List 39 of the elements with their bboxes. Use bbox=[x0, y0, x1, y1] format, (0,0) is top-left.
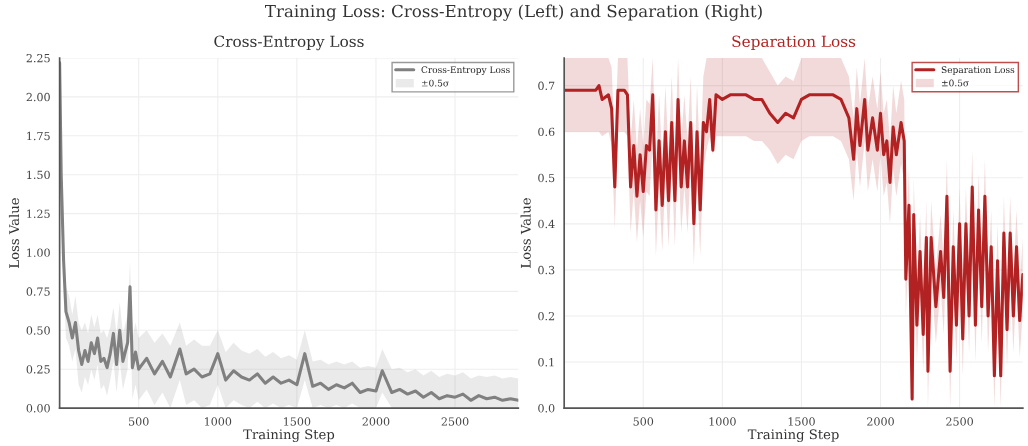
x-axis-title: Training Step bbox=[243, 429, 335, 443]
y-tick-label: 0.00 bbox=[26, 404, 50, 413]
y-tick-label: 2.25 bbox=[26, 53, 50, 63]
y-tick-label: 0.7 bbox=[538, 81, 555, 90]
y-tick-label: 1.75 bbox=[27, 131, 50, 141]
x-tick-label: 1500 bbox=[284, 417, 311, 426]
y-tick-label: 0.3 bbox=[538, 265, 555, 275]
y-tick-label: 0.1 bbox=[538, 358, 554, 367]
x-tick-label: 1500 bbox=[788, 417, 815, 426]
x-tick-label: 1000 bbox=[205, 417, 232, 426]
y-tick-label: 0.4 bbox=[538, 219, 555, 229]
y-tick-label: 0.2 bbox=[538, 311, 555, 321]
y-tick-label: 0.75 bbox=[26, 287, 50, 296]
x-axis-title: Training Step bbox=[747, 429, 839, 443]
y-tick-label: 1.00 bbox=[27, 248, 50, 257]
text: Training Loss: Cross-Entropy (Left) and Separation (Right) bbox=[265, 4, 762, 21]
x-tick-label: 2500 bbox=[441, 417, 469, 426]
y-tick-label: 0.25 bbox=[26, 365, 50, 374]
y-tick-label: 0.50 bbox=[26, 326, 50, 335]
annotation: ±0.5σ bbox=[421, 79, 449, 87]
y-tick-label: 0.6 bbox=[538, 127, 555, 137]
y-tick-label: 0.0 bbox=[538, 404, 555, 413]
x-tick-label: 1000 bbox=[709, 417, 736, 426]
annotation: ±0.5σ bbox=[941, 79, 969, 87]
y-axis-title: Loss Value bbox=[520, 198, 531, 268]
y-tick-label: 1.50 bbox=[27, 170, 50, 180]
y-tick-label: 0.5 bbox=[538, 173, 555, 183]
legend-label: Cross-Entropy Loss bbox=[421, 66, 510, 75]
legend-label: Separation Loss bbox=[941, 66, 1015, 75]
chart-title: Separation Loss bbox=[732, 35, 856, 51]
x-tick-label: 2000 bbox=[362, 417, 390, 426]
x-tick-label: 500 bbox=[129, 417, 149, 426]
y-axis-title: Loss Value bbox=[8, 198, 20, 268]
x-tick-label: 2000 bbox=[867, 417, 894, 426]
y-tick-label: 1.25 bbox=[27, 209, 50, 218]
y-tick-label: 2.00 bbox=[26, 92, 50, 102]
x-tick-label: 2500 bbox=[946, 417, 973, 426]
x-tick-label: 500 bbox=[633, 417, 654, 426]
chart-title: Cross-Entropy Loss bbox=[214, 35, 364, 51]
